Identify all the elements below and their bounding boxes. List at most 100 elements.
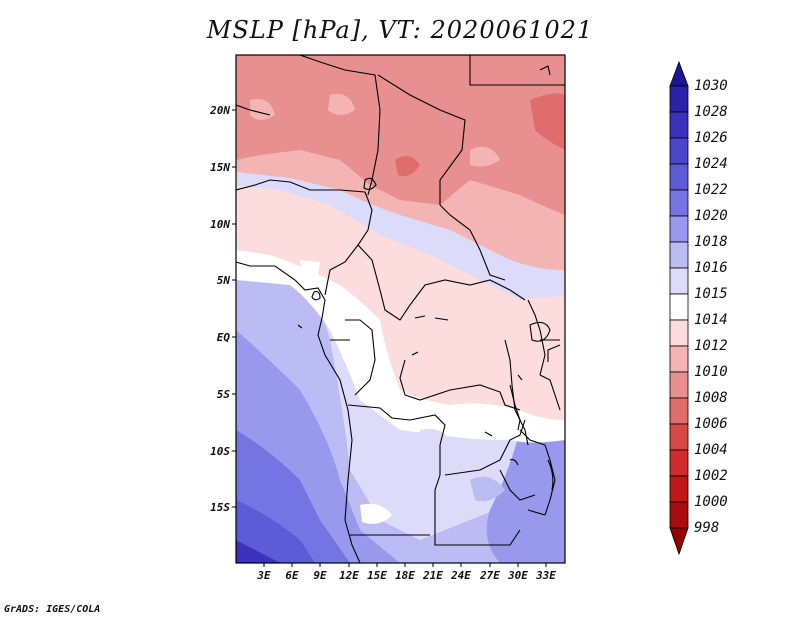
colorbar-label: 1015 bbox=[694, 286, 728, 302]
colorbar-bottom-arrow bbox=[669, 527, 689, 556]
colorbar-label: 1028 bbox=[694, 104, 728, 120]
colorbar-label: 1006 bbox=[694, 416, 728, 432]
colorbar-label: 1008 bbox=[694, 390, 728, 406]
colorbar-label: 1024 bbox=[694, 156, 728, 172]
field-light-low bbox=[236, 185, 565, 420]
x-tick-label: 12E bbox=[339, 569, 359, 582]
coastlines-and-borders bbox=[236, 55, 565, 563]
x-tick-label: 18E bbox=[395, 569, 415, 582]
y-tick-label: EQ bbox=[216, 331, 230, 344]
colorbar-label: 1018 bbox=[694, 234, 728, 250]
coastline-west-africa bbox=[236, 261, 361, 563]
colorbar-label: 1002 bbox=[694, 468, 728, 484]
colorbar-label: 1004 bbox=[694, 442, 728, 458]
lake-5 bbox=[539, 65, 551, 76]
colorbar-seg-14 bbox=[669, 423, 689, 451]
y-tick-label: 15S bbox=[210, 501, 230, 514]
lake-tanganyika bbox=[509, 384, 521, 431]
x-tick-label: 15E bbox=[367, 569, 387, 582]
colorbar-top-arrow bbox=[669, 60, 689, 87]
colorbar-seg-1 bbox=[669, 85, 689, 113]
lake-chad bbox=[363, 177, 377, 191]
y-tick-label: 15N bbox=[210, 161, 230, 174]
x-tick-label: 21E bbox=[423, 569, 443, 582]
x-tick-label: 6E bbox=[285, 569, 299, 582]
field-band-southwest-4 bbox=[236, 500, 315, 563]
y-tick-label: 5S bbox=[216, 388, 230, 401]
colorbar-label: 1000 bbox=[694, 494, 728, 510]
map-title: MSLP [hPa], VT: 2020061021 bbox=[206, 16, 594, 44]
border-18 bbox=[519, 429, 556, 516]
border-7 bbox=[357, 244, 526, 321]
colorbar-seg-10 bbox=[669, 319, 689, 347]
colorbar-label: 1026 bbox=[694, 130, 728, 146]
field-patch-1 bbox=[328, 94, 355, 115]
x-tick-label: 9E bbox=[313, 569, 327, 582]
lake-3 bbox=[509, 459, 519, 466]
lake-8 bbox=[517, 374, 523, 381]
x-tick-label: 30E bbox=[508, 569, 528, 582]
lake-7 bbox=[411, 351, 419, 356]
border-4 bbox=[469, 55, 565, 86]
field-patch-6 bbox=[470, 476, 505, 502]
tick-marks bbox=[232, 109, 547, 567]
y-tick-label: 10S bbox=[210, 445, 230, 458]
border-17 bbox=[539, 374, 561, 411]
field-patch-4 bbox=[300, 260, 320, 275]
border-2 bbox=[299, 55, 381, 196]
border-15 bbox=[399, 359, 521, 411]
colorbar-seg-4 bbox=[669, 163, 689, 191]
colorbar-label: 1012 bbox=[694, 338, 728, 354]
colorbar-seg-6 bbox=[669, 215, 689, 243]
colorbar-label: 1022 bbox=[694, 182, 728, 198]
y-tick-label: 20N bbox=[210, 104, 230, 117]
lake-2 bbox=[484, 431, 493, 437]
x-tick-label: 3E bbox=[257, 569, 271, 582]
border-8 bbox=[439, 204, 506, 281]
map-frame bbox=[235, 54, 566, 564]
grads-credit: GrADS: IGES/COLA bbox=[4, 604, 101, 615]
lake-1 bbox=[414, 315, 449, 321]
border-16 bbox=[504, 339, 529, 446]
field-patch-3 bbox=[470, 146, 500, 167]
x-tick-label: 24E bbox=[451, 569, 471, 582]
border-20 bbox=[499, 469, 536, 501]
border-14 bbox=[444, 419, 526, 476]
border-12 bbox=[434, 474, 521, 546]
border-3 bbox=[377, 74, 466, 205]
x-tick-label: 27E bbox=[480, 569, 500, 582]
colorbar-seg-11 bbox=[669, 345, 689, 373]
field-lowest-east bbox=[530, 93, 565, 150]
colorbar-seg-9 bbox=[669, 293, 689, 321]
colorbar-seg-16 bbox=[669, 475, 689, 503]
lake-6 bbox=[297, 324, 303, 329]
border-1 bbox=[236, 179, 366, 193]
colorbar-label: 1014 bbox=[694, 312, 728, 328]
colorbar-label: 998 bbox=[694, 520, 720, 536]
colorbar-seg-12 bbox=[669, 371, 689, 399]
colorbar-seg-7 bbox=[669, 241, 689, 269]
colorbar-seg-2 bbox=[669, 111, 689, 139]
colorbar-seg-17 bbox=[669, 501, 689, 529]
field-band-southwest-5 bbox=[236, 540, 280, 563]
island-bioko bbox=[311, 291, 321, 301]
colorbar-label: 1030 bbox=[694, 78, 728, 94]
border-5 bbox=[236, 77, 271, 116]
colorbar bbox=[669, 60, 689, 556]
y-tick-label: 10N bbox=[210, 218, 230, 231]
y-tick-label: 5N bbox=[216, 274, 230, 287]
lake-4 bbox=[527, 509, 546, 516]
field-lower bbox=[236, 55, 565, 215]
colorbar-label: 1016 bbox=[694, 260, 728, 276]
pressure-field bbox=[236, 55, 565, 563]
colorbar-label: 1010 bbox=[694, 364, 728, 380]
x-tick-label: 33E bbox=[536, 569, 556, 582]
colorbar-label: 1020 bbox=[694, 208, 728, 224]
colorbar-seg-5 bbox=[669, 189, 689, 217]
colorbar-seg-13 bbox=[669, 397, 689, 425]
colorbar-seg-3 bbox=[669, 137, 689, 165]
border-9 bbox=[527, 299, 546, 376]
colorbar-seg-8 bbox=[669, 267, 689, 295]
field-lowest-center bbox=[395, 156, 420, 177]
